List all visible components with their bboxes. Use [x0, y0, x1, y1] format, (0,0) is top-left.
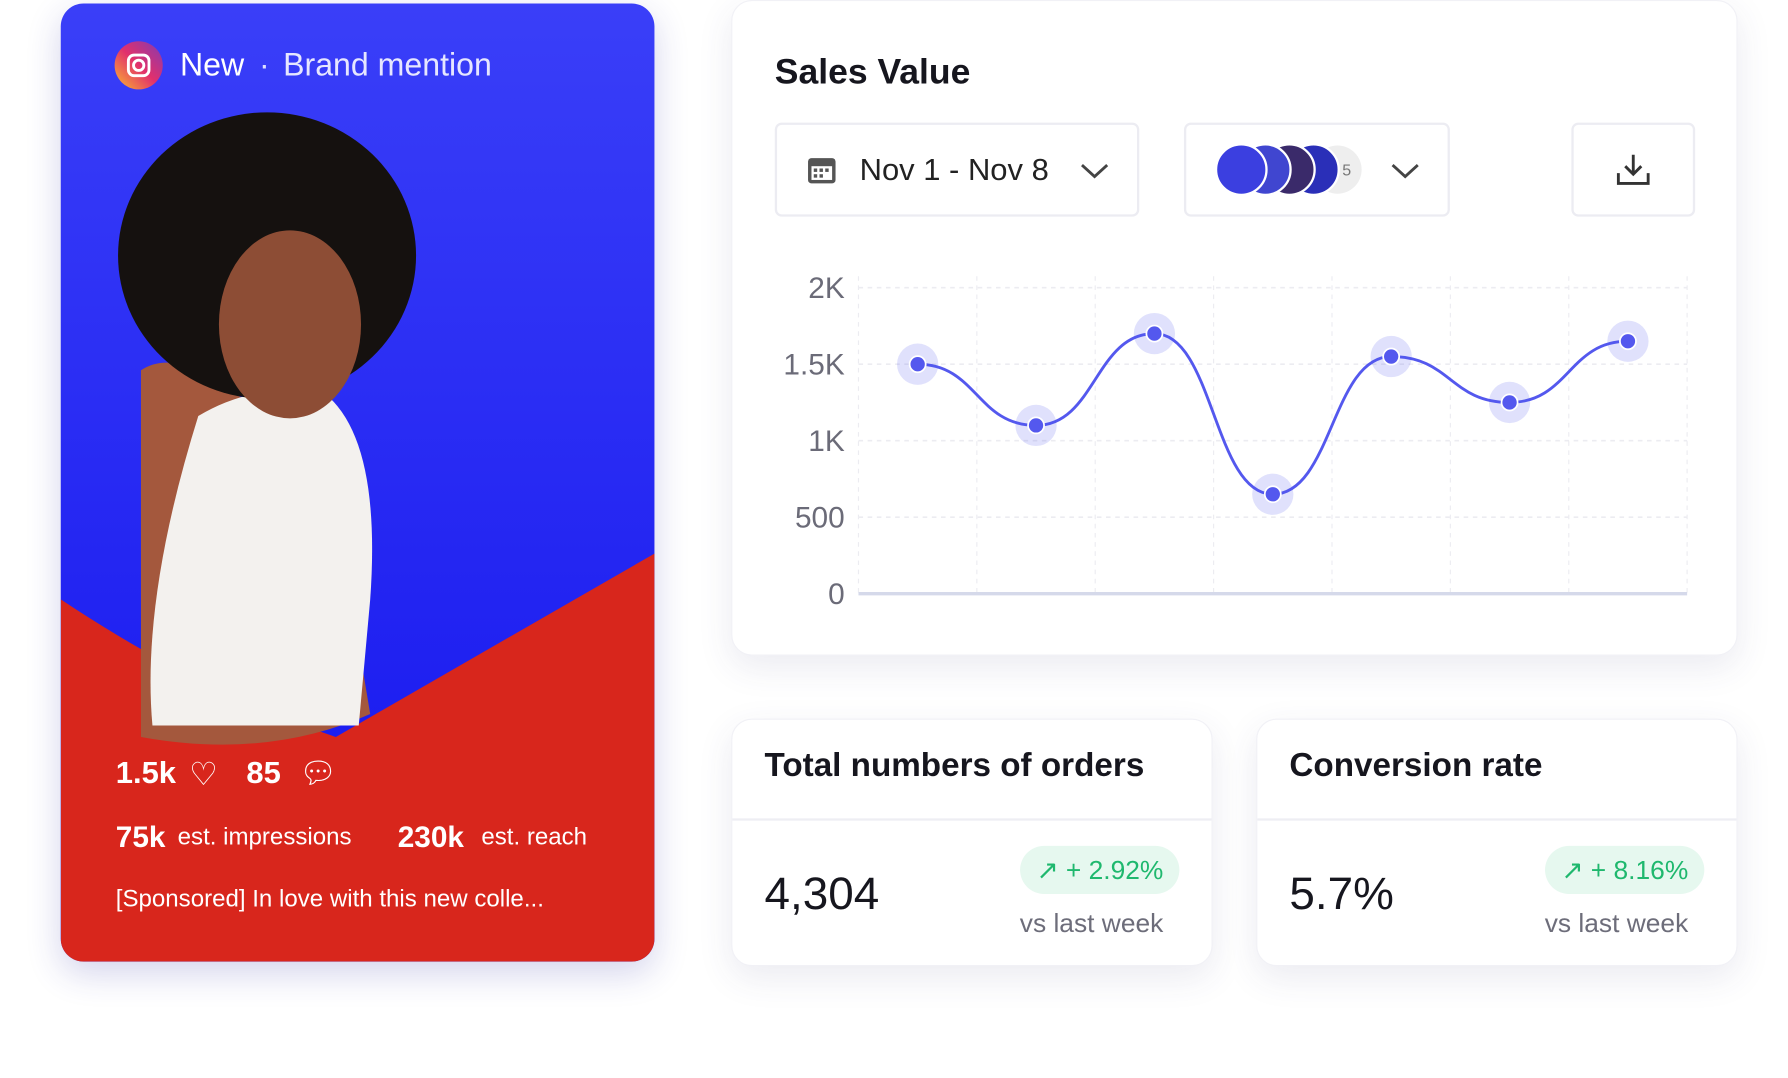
- chevron: [1391, 163, 1419, 179]
- change-text: + 2.92%: [1065, 855, 1164, 885]
- point: [1263, 485, 1282, 504]
- people-filter[interactable]: 5: [1183, 122, 1450, 217]
- sales-card: Sales Value Nov 1 - Nov 8 5 0 500 1K 1.5K 2K: [731, 0, 1738, 656]
- post-card[interactable]: New · Brand mention 1.5k ♡ 85 💬︎ 75k est…: [60, 3, 655, 962]
- instagram-icon: [114, 41, 163, 90]
- y-tick-label: 2K: [808, 272, 845, 305]
- impressions-label: est. impressions: [177, 824, 352, 851]
- point: [1619, 332, 1637, 351]
- point: [908, 355, 927, 374]
- date-range: Nov 1 - Nov 8: [859, 152, 1049, 187]
- caption: [Sponsored] In love with this new colle.…: [115, 885, 544, 913]
- stat-note: vs last week: [1019, 907, 1164, 938]
- chevron: [1081, 163, 1109, 179]
- impressions: 75k: [115, 819, 166, 854]
- y-tick-label: 1.5K: [783, 349, 844, 382]
- y-tick-label: 0: [828, 578, 845, 611]
- stat-title: Conversion rate: [1289, 747, 1543, 784]
- stat-change: ↗ + 8.16%: [1545, 845, 1705, 894]
- reach-label: est. reach: [481, 824, 588, 851]
- stat-value: 5.7%: [1289, 868, 1394, 920]
- y-tick-label: 500: [795, 502, 845, 535]
- y-tick-label: 1K: [808, 425, 845, 458]
- point: [1500, 393, 1519, 412]
- calendar-icon: [808, 158, 836, 184]
- download-icon: [1616, 154, 1650, 185]
- stat-note: vs last week: [1544, 907, 1689, 938]
- date-picker[interactable]: Nov 1 - Nov 8: [774, 122, 1140, 217]
- point: [1145, 324, 1164, 343]
- stat-value: 4,304: [764, 868, 880, 920]
- more-count: 5: [1342, 161, 1351, 179]
- heart-icon: ♡: [189, 756, 218, 792]
- reach: 230k: [397, 819, 465, 854]
- likes: 1.5k: [115, 755, 177, 790]
- divider: [732, 818, 1212, 821]
- point: [1027, 416, 1045, 435]
- stat-card: Conversion rate 5.7% ↗ + 8.16% vs last w…: [1256, 718, 1738, 967]
- comment-icon: 💬︎: [299, 755, 337, 790]
- stat-card: Total numbers of orders 4,304 ↗ + 2.92% …: [731, 718, 1213, 967]
- download-button[interactable]: [1571, 122, 1696, 217]
- post-source: New: [179, 46, 245, 83]
- stat-change: ↗ + 2.92%: [1020, 845, 1180, 894]
- comments: 85: [246, 755, 281, 790]
- dot: ·: [259, 46, 270, 83]
- change-text: + 8.16%: [1590, 855, 1689, 885]
- point: [1382, 347, 1401, 366]
- divider: [1257, 818, 1737, 821]
- avatars: 5: [1214, 143, 1362, 196]
- line-chart: 0 500 1K 1.5K 2K: [783, 272, 1688, 611]
- stat-title: Total numbers of orders: [764, 747, 1145, 784]
- post-image: [60, 112, 655, 962]
- chart-title: Sales Value: [774, 51, 971, 92]
- post-kind: Brand mention: [283, 46, 492, 83]
